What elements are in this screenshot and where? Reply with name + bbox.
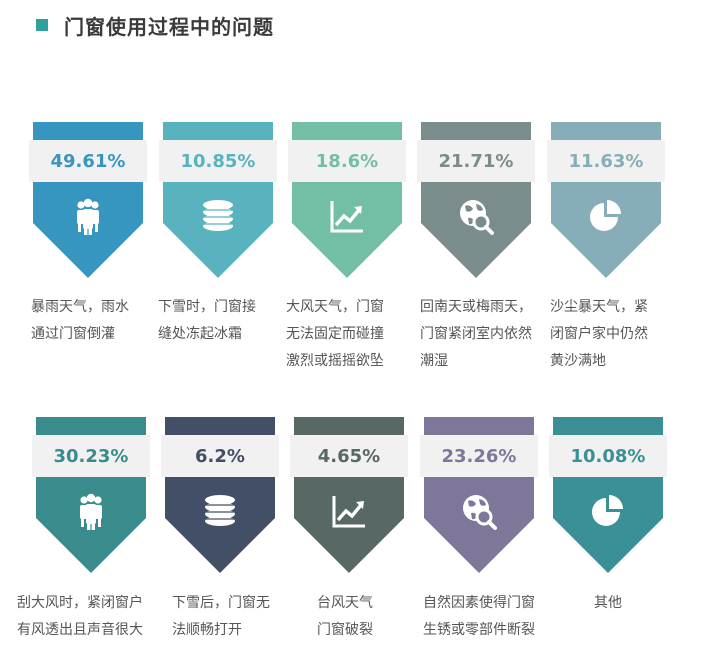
percentage-label: 21.71% — [417, 140, 535, 182]
page-title: 门窗使用过程中的问题 — [64, 14, 274, 39]
percentage-label: 4.65% — [290, 435, 408, 477]
coins-icon — [203, 200, 233, 231]
issue-caption: 其他 — [594, 595, 622, 611]
percentage-label: 11.63% — [547, 140, 665, 182]
pie-chart-icon — [590, 200, 621, 231]
trend-chart-icon — [332, 496, 365, 528]
percentage-label: 10.08% — [549, 435, 667, 477]
stat-badge: 49.61% — [29, 122, 147, 278]
stat-badge: 6.2% — [161, 417, 279, 573]
title-marker — [36, 19, 48, 31]
header: 门窗使用过程中的问题 — [36, 10, 274, 40]
stat-badge: 23.26% — [420, 417, 538, 573]
percentage-label: 30.23% — [32, 435, 150, 477]
percentage-label: 10.85% — [159, 140, 277, 182]
globe-search-icon — [460, 200, 494, 235]
stat-badge: 30.23% — [32, 417, 150, 573]
stat-badge: 21.71% — [417, 122, 535, 278]
percentage-label: 6.2% — [161, 435, 279, 477]
stat-badge: 11.63% — [547, 122, 665, 278]
pie-chart-icon — [592, 495, 623, 526]
issue-caption: 台风天气 门窗破裂 — [317, 595, 373, 638]
issue-caption: 下雪时，门窗接 缝处冻起冰霜 — [158, 299, 256, 342]
globe-search-icon — [463, 495, 497, 530]
percentage-label: 49.61% — [29, 140, 147, 182]
issue-caption: 回南天或梅雨天， 门窗紧闭室内依然 潮湿 — [420, 299, 532, 369]
issue-caption: 下雪后，门窗无 法顺畅打开 — [172, 595, 270, 638]
stat-badge: 18.6% — [288, 122, 406, 278]
issue-caption: 自然因素使得门窗 生锈或零部件断裂 — [423, 595, 535, 638]
issue-caption: 沙尘暴天气，紧 闭窗户家中仍然 黄沙满地 — [550, 299, 648, 369]
coins-icon — [205, 495, 235, 526]
issue-caption: 刮大风时，紧闭窗户 有风透出且声音很大 — [17, 595, 143, 638]
people-icon — [80, 493, 102, 530]
stat-badge: 4.65% — [290, 417, 408, 573]
trend-chart-icon — [330, 201, 363, 233]
stat-badge: 10.85% — [159, 122, 277, 278]
issue-caption: 暴雨天气，雨水 通过门窗倒灌 — [31, 299, 129, 342]
issue-caption: 大风天气，门窗 无法固定而碰撞 激烈或摇摇欲坠 — [286, 299, 384, 369]
people-icon — [77, 198, 99, 235]
percentage-label: 23.26% — [420, 435, 538, 477]
percentage-label: 18.6% — [288, 140, 406, 182]
stat-badge: 10.08% — [549, 417, 667, 573]
